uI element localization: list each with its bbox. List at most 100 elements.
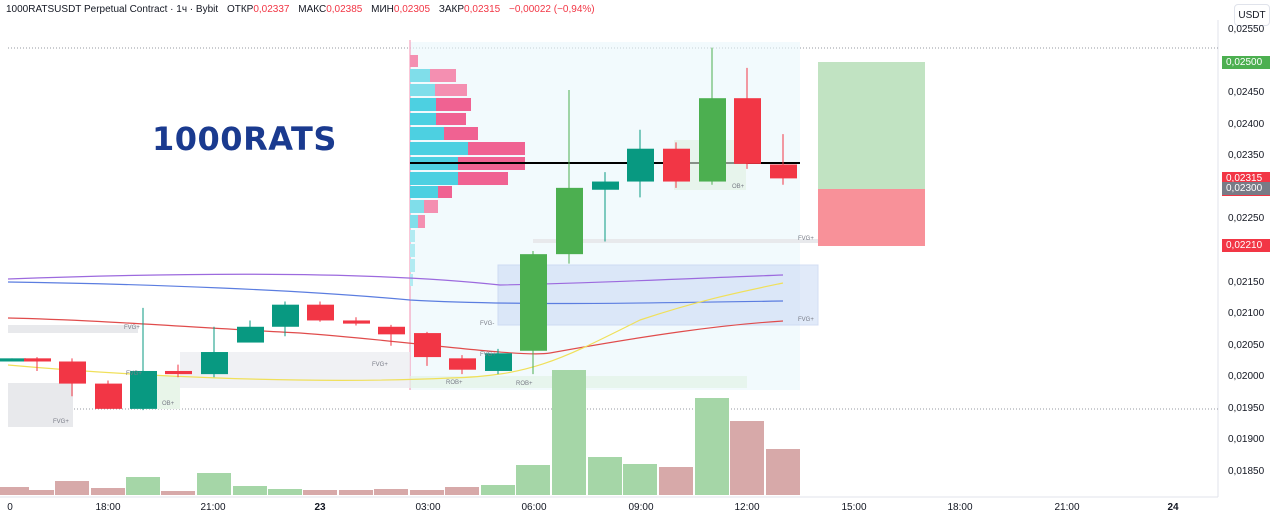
candle bbox=[343, 317, 370, 326]
time-label: 0 bbox=[7, 502, 13, 513]
volume-bar bbox=[730, 421, 764, 495]
candle-body bbox=[699, 98, 726, 182]
candle-body bbox=[663, 148, 690, 182]
zone-label: FVG+ bbox=[798, 317, 814, 323]
candle-body bbox=[130, 370, 157, 409]
volume-bar bbox=[659, 467, 693, 495]
price-label: 0,02350 bbox=[1228, 150, 1265, 162]
time-label: 06:00 bbox=[521, 502, 547, 513]
currency-button[interactable]: USDT bbox=[1234, 4, 1270, 26]
volume-profile-bars bbox=[410, 55, 525, 286]
candle-body bbox=[165, 370, 192, 375]
price-label: 0,01850 bbox=[1228, 466, 1265, 477]
time-label: 18:00 bbox=[947, 502, 973, 513]
candle bbox=[663, 142, 690, 188]
close-value: 0,02315 bbox=[464, 4, 501, 15]
target-zone[interactable] bbox=[818, 62, 925, 189]
high-value: 0,02385 bbox=[326, 4, 363, 15]
low-label: МИН bbox=[371, 4, 394, 15]
zone-label: FVG+ bbox=[126, 371, 142, 377]
time-label: 09:00 bbox=[628, 502, 654, 513]
candle bbox=[165, 364, 192, 378]
candle bbox=[592, 172, 619, 242]
price-label: 0,02000 bbox=[1228, 371, 1265, 383]
volume-bar bbox=[55, 481, 89, 495]
candle bbox=[734, 67, 761, 169]
volume-bar bbox=[445, 487, 479, 495]
volume-bar bbox=[303, 490, 337, 495]
price-label: 0,02250 bbox=[1228, 213, 1265, 225]
time-label: 24 bbox=[1167, 502, 1179, 513]
zone-label: ROB+ bbox=[446, 380, 463, 386]
candle-body bbox=[307, 304, 334, 321]
time-label: 18:00 bbox=[95, 502, 121, 513]
candle-body bbox=[556, 187, 583, 255]
zone-label: OB+ bbox=[162, 401, 175, 407]
zone-label: OB+ bbox=[732, 184, 745, 190]
price-tag: 0,02300 bbox=[1222, 181, 1270, 195]
zone-label: FVG+ bbox=[53, 419, 69, 425]
price-label: 0,02050 bbox=[1228, 339, 1265, 351]
candle-body bbox=[343, 320, 370, 324]
volume-bar bbox=[197, 473, 231, 495]
candle-body bbox=[770, 164, 797, 179]
candles-group bbox=[0, 47, 797, 411]
candle-body bbox=[485, 353, 512, 371]
zone-label: FVG+ bbox=[372, 362, 388, 368]
candle-body bbox=[449, 358, 476, 370]
zone-labels-group: FVG+ FVG+ FVG+ OB+ FVG+ FVG- FVG+ ROB+ ROB+ OB+ FV… bbox=[53, 184, 814, 425]
candle bbox=[449, 355, 476, 375]
zone-label: FVG+ bbox=[480, 352, 496, 358]
price-label: 0,02550 bbox=[1228, 24, 1265, 35]
candle-body bbox=[520, 254, 547, 351]
candle-body bbox=[414, 333, 441, 358]
candle bbox=[95, 380, 122, 409]
price-label: 0,02150 bbox=[1228, 276, 1265, 288]
stop-zone[interactable] bbox=[818, 189, 925, 246]
ma-purple-line bbox=[7, 273, 784, 286]
price-label: 0,01950 bbox=[1228, 402, 1265, 414]
candle bbox=[520, 251, 547, 375]
volume-bar bbox=[410, 490, 444, 495]
open-label: ОТКР bbox=[226, 4, 254, 15]
candle-body bbox=[201, 352, 228, 375]
candle bbox=[627, 129, 654, 198]
candle bbox=[0, 358, 26, 362]
price-label: 0,02400 bbox=[1228, 118, 1265, 130]
time-label: 21:00 bbox=[200, 502, 226, 513]
candle bbox=[770, 134, 797, 185]
symbol-title: 1000RATSUSDT Perpetual Contract · 1ч · B… bbox=[6, 4, 219, 15]
fvg-zone-left bbox=[8, 325, 138, 333]
candle bbox=[307, 301, 334, 322]
time-label: 15:00 bbox=[841, 502, 867, 513]
candle-body bbox=[0, 358, 26, 362]
candle-body bbox=[95, 383, 122, 409]
zone-label: FVG+ bbox=[124, 325, 140, 331]
close-label: ЗАКР bbox=[438, 4, 465, 15]
candle bbox=[699, 47, 726, 185]
zone-label: ROB+ bbox=[516, 381, 533, 387]
candle bbox=[485, 348, 512, 375]
candle-body bbox=[734, 98, 761, 164]
volume-bar bbox=[20, 490, 54, 495]
price-tag: 0,02210 bbox=[1222, 238, 1270, 252]
volume-bar bbox=[339, 490, 373, 495]
zone-label: FVG+ bbox=[798, 236, 814, 242]
volume-bar bbox=[623, 464, 657, 495]
fvg-zone-bottom-left bbox=[8, 383, 73, 427]
volume-bar bbox=[91, 488, 125, 495]
volume-bar bbox=[481, 485, 515, 495]
candle bbox=[272, 301, 299, 337]
candle bbox=[237, 320, 264, 343]
time-label: 23 bbox=[314, 502, 326, 513]
candle bbox=[24, 357, 51, 371]
candle-body bbox=[272, 304, 299, 327]
candle bbox=[556, 89, 583, 264]
ma-yellow-line bbox=[7, 282, 784, 381]
price-label: 0,02100 bbox=[1228, 308, 1265, 320]
price-tag: 0,02500 bbox=[1222, 55, 1270, 69]
time-label: 21:00 bbox=[1054, 502, 1080, 513]
volume-bar bbox=[268, 489, 302, 495]
candle-body bbox=[24, 358, 51, 362]
